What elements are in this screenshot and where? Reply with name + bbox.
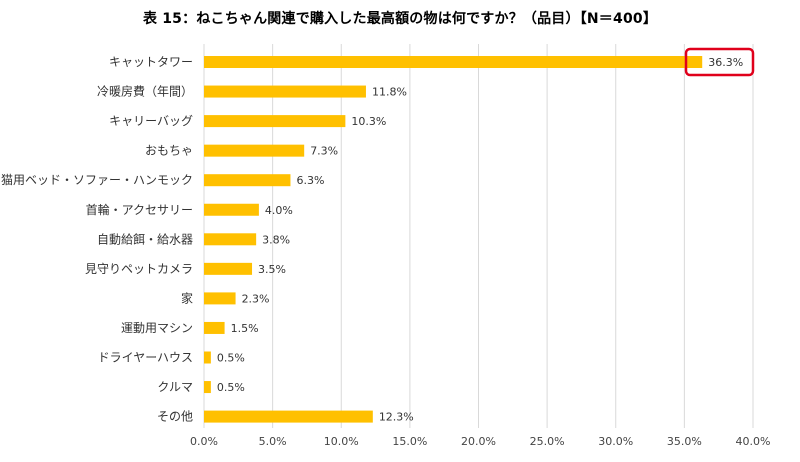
bar <box>204 292 236 305</box>
highlight-box <box>684 47 755 77</box>
x-tick-label: 0.0% <box>190 435 218 448</box>
value-label: 2.3% <box>242 292 270 305</box>
bar <box>204 381 211 394</box>
category-label: 首輪・アクセサリー <box>86 202 193 217</box>
category-label: クルマ <box>157 380 193 394</box>
bar <box>204 203 259 216</box>
x-tick-label: 10.0% <box>324 435 359 448</box>
category-label: 家 <box>181 290 193 305</box>
x-tick-label: 30.0% <box>598 435 633 448</box>
bar <box>204 174 291 187</box>
category-label: ドライヤーハウス <box>98 351 193 365</box>
x-tick-label: 25.0% <box>530 435 565 448</box>
value-label: 6.3% <box>296 174 324 187</box>
value-label: 10.3% <box>351 115 386 128</box>
category-label: 自動給餌・給水器 <box>97 231 193 246</box>
value-label: 1.5% <box>231 322 259 335</box>
bar <box>204 85 366 98</box>
category-label: キャリーバッグ <box>109 114 193 128</box>
category-label: キャットタワー <box>109 55 193 69</box>
value-label: 11.8% <box>372 86 407 99</box>
value-label: 3.8% <box>262 233 290 246</box>
category-label: 冷暖房費（年間） <box>97 84 193 99</box>
category-label: その他 <box>157 410 193 424</box>
bar <box>204 410 373 423</box>
value-label: 3.5% <box>258 263 286 276</box>
bar <box>204 144 305 157</box>
value-label: 12.3% <box>379 411 414 424</box>
labels: 0.0% 5.0% 10.0% 15.0% 20.0% 25.0% 30.0% 35.0% 40… <box>1 47 771 448</box>
value-label: 0.5% <box>217 381 245 394</box>
category-label: 猫用ベッド・ソファー・ハンモック <box>1 173 193 187</box>
value-label: 36.3% <box>708 56 743 69</box>
bar <box>204 233 257 246</box>
bar <box>204 262 253 275</box>
x-tick-label: 20.0% <box>461 435 496 448</box>
value-label: 4.0% <box>265 204 293 217</box>
bars <box>204 56 703 423</box>
x-tick-label: 15.0% <box>392 435 427 448</box>
category-label: 運動用マシン <box>121 321 193 335</box>
x-tick-label: 5.0% <box>259 435 287 448</box>
bar <box>204 351 211 364</box>
bar <box>204 115 346 128</box>
value-label: 7.3% <box>310 145 338 158</box>
bar <box>204 56 703 68</box>
x-tick-label: 35.0% <box>667 435 702 448</box>
x-tick-label: 40.0% <box>736 435 771 448</box>
bar <box>204 321 225 334</box>
value-label: 0.5% <box>217 352 245 365</box>
category-label: 見守りペットカメラ <box>85 262 193 276</box>
chart-title: 表 15：ねこちゃん関連で購入した最高額の物は何ですか？（品目）【N＝400】 <box>142 11 658 27</box>
category-label: おもちゃ <box>145 144 193 158</box>
